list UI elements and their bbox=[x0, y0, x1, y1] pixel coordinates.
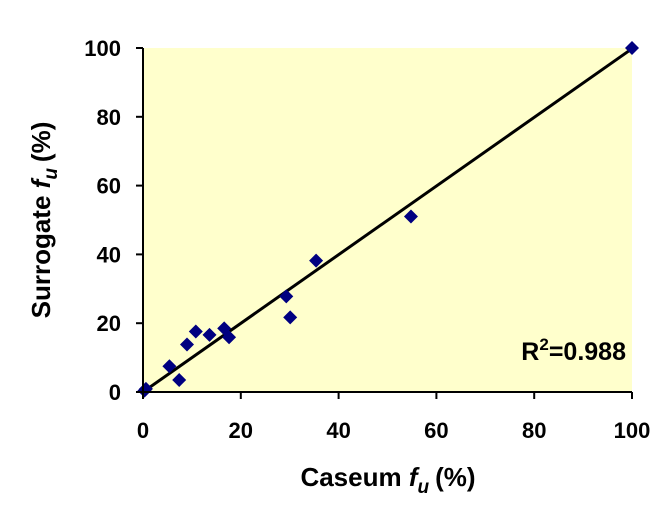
r-squared-annotation: R2=0.988 bbox=[521, 335, 626, 366]
r-squared-base: R bbox=[521, 338, 539, 366]
y-tick-label: 0 bbox=[109, 380, 121, 405]
data-point bbox=[162, 359, 177, 374]
data-point bbox=[180, 337, 195, 352]
y-tick-label: 60 bbox=[97, 174, 121, 199]
y-axis-title-var: f bbox=[26, 177, 56, 188]
y-axis-title-main: Surrogate bbox=[26, 188, 56, 318]
x-axis-title-main: Caseum bbox=[300, 462, 408, 492]
r-squared-sup: 2 bbox=[539, 335, 548, 354]
data-point bbox=[309, 253, 324, 268]
chart-marks bbox=[137, 41, 639, 398]
x-tick-label: 60 bbox=[424, 418, 448, 443]
y-tick-label: 20 bbox=[97, 311, 121, 336]
x-axis-title: Caseum fu (%) bbox=[300, 462, 475, 498]
data-point bbox=[625, 41, 639, 55]
y-tick-label: 80 bbox=[97, 105, 121, 130]
r-squared-value: =0.988 bbox=[549, 338, 626, 366]
data-point bbox=[172, 372, 187, 387]
x-tick-label: 40 bbox=[326, 418, 350, 443]
x-tick-label: 0 bbox=[137, 418, 149, 443]
y-axis-title-sub: u bbox=[41, 168, 62, 180]
y-axis-title-unit: (%) bbox=[26, 122, 56, 162]
data-point bbox=[283, 310, 298, 325]
data-point bbox=[279, 289, 294, 304]
y-tick-label: 100 bbox=[84, 36, 121, 61]
x-axis-title-unit: (%) bbox=[435, 462, 475, 492]
y-axis-title: Surrogate fu (%) bbox=[26, 122, 62, 319]
x-tick-label: 20 bbox=[229, 418, 253, 443]
data-point bbox=[188, 324, 203, 339]
data-point bbox=[202, 327, 217, 342]
x-tick-label: 100 bbox=[614, 418, 651, 443]
x-axis-title-sub: u bbox=[418, 477, 430, 498]
x-tick-label: 80 bbox=[522, 418, 546, 443]
data-point bbox=[403, 209, 418, 224]
y-tick-label: 40 bbox=[97, 242, 121, 267]
data-point bbox=[222, 330, 237, 345]
axis-ticks: 0 20 40 60 80 100 0 20 40 60 80 100 bbox=[84, 36, 650, 443]
x-axis-title-var: f bbox=[409, 462, 420, 492]
